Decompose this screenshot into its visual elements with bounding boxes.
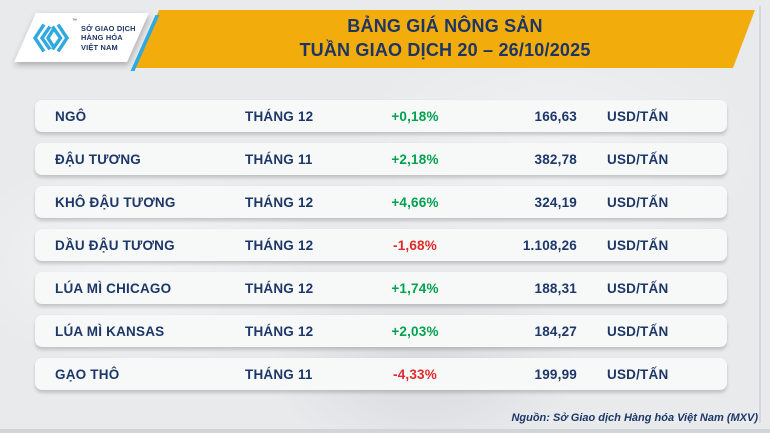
price-change-percent: +4,66%	[391, 194, 439, 210]
commodity-name: GẠO THÔ	[55, 366, 120, 382]
price-value: 324,19	[534, 194, 577, 210]
commodity-name: NGÔ	[55, 108, 87, 124]
price-unit: USD/TẤN	[607, 323, 669, 339]
price-value: 382,78	[534, 151, 577, 167]
price-change-percent: -1,68%	[393, 237, 437, 253]
mxv-logo: ™ SỞ GIAO DỊCH HÀNG HÓA VIỆT NAM	[31, 18, 139, 57]
logo-wordmark: SỞ GIAO DỊCH HÀNG HÓA VIỆT NAM	[81, 24, 136, 53]
table-row: NGÔ THÁNG 12 +0,18% 166,63 USD/TẤN	[35, 100, 727, 132]
price-value: 199,99	[534, 366, 577, 382]
logo-line-3: VIỆT NAM	[81, 42, 118, 52]
commodity-name: DẦU ĐẬU TƯƠNG	[55, 237, 175, 253]
mxv-chevron-icon	[32, 23, 70, 53]
price-value: 1.108,26	[522, 237, 577, 253]
header-banner: BẢNG GIÁ NÔNG SẢN TUẦN GIAO DỊCH 20 – 26…	[135, 10, 755, 68]
contract-month: THÁNG 11	[245, 151, 313, 167]
table-row: LÚA MÌ CHICAGO THÁNG 12 +1,74% 188,31 US…	[35, 272, 727, 304]
price-unit: USD/TẤN	[607, 280, 669, 296]
price-value: 184,27	[534, 323, 577, 339]
price-change-percent: +1,74%	[391, 280, 439, 296]
contract-month: THÁNG 12	[245, 323, 314, 339]
table-row: DẦU ĐẬU TƯƠNG THÁNG 12 -1,68% 1.108,26 U…	[35, 229, 727, 261]
contract-month: THÁNG 12	[245, 194, 314, 210]
contract-month: THÁNG 12	[245, 280, 314, 296]
table-row: LÚA MÌ KANSAS THÁNG 12 +2,03% 184,27 USD…	[35, 315, 727, 347]
commodity-name: LÚA MÌ KANSAS	[55, 323, 165, 339]
commodity-name: ĐẬU TƯƠNG	[55, 151, 142, 167]
table-row: ĐẬU TƯƠNG THÁNG 11 +2,18% 382,78 USD/TẤN	[35, 143, 727, 175]
table-row: KHÔ ĐẬU TƯƠNG THÁNG 12 +4,66% 324,19 USD…	[35, 186, 727, 218]
price-change-percent: +2,03%	[391, 323, 439, 339]
price-value: 166,63	[534, 108, 577, 124]
price-unit: USD/TẤN	[607, 366, 669, 382]
price-unit: USD/TẤN	[607, 237, 669, 253]
price-change-percent: +0,18%	[391, 108, 439, 124]
contract-month: THÁNG 11	[245, 366, 313, 382]
price-unit: USD/TẤN	[607, 194, 669, 210]
page-title: BẢNG GIÁ NÔNG SẢN	[347, 16, 543, 37]
price-unit: USD/TẤN	[607, 151, 669, 167]
page-edge-divider	[759, 6, 761, 423]
page-subtitle: TUẦN GIAO DỊCH 20 – 26/10/2025	[299, 40, 591, 60]
trademark-symbol: ™	[72, 18, 77, 24]
price-unit: USD/TẤN	[607, 108, 669, 124]
source-attribution: Nguồn: Sở Giao dịch Hàng hóa Việt Nam (M…	[511, 412, 758, 424]
table-row: GẠO THÔ THÁNG 11 -4,33% 199,99 USD/TẤN	[35, 358, 727, 390]
price-change-percent: -4,33%	[393, 366, 437, 382]
commodity-name: KHÔ ĐẬU TƯƠNG	[55, 194, 176, 210]
commodity-name: LÚA MÌ CHICAGO	[55, 280, 172, 296]
logo-line-2: HÀNG HÓA	[81, 33, 123, 43]
price-table: NGÔ THÁNG 12 +0,18% 166,63 USD/TẤN ĐẬU T…	[35, 100, 727, 401]
price-value: 188,31	[534, 280, 577, 296]
contract-month: THÁNG 12	[245, 237, 314, 253]
contract-month: THÁNG 12	[245, 108, 314, 124]
logo-line-1: SỞ GIAO DỊCH	[81, 23, 136, 33]
price-change-percent: +2,18%	[391, 151, 439, 167]
